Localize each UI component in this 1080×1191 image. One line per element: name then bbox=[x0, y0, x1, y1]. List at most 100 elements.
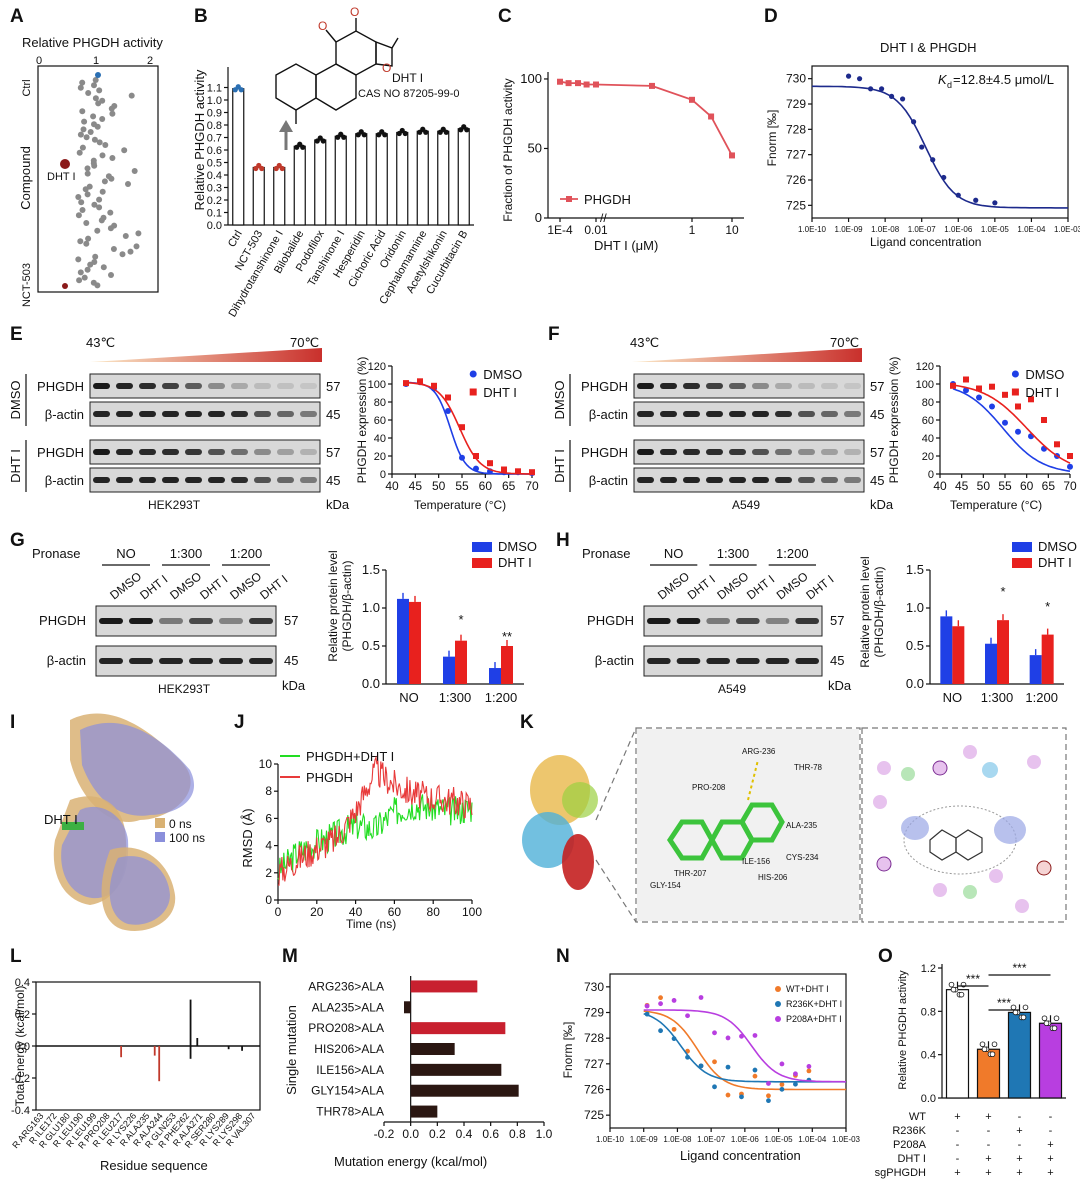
protein-band bbox=[231, 477, 248, 483]
protein-band bbox=[189, 658, 213, 664]
kda-unit: kDa bbox=[870, 497, 894, 512]
screen-point bbox=[83, 220, 90, 226]
y-tick-label: 0.9 bbox=[207, 108, 222, 120]
replicate-point bbox=[341, 134, 347, 140]
y-tick-label: 2 bbox=[265, 866, 272, 880]
y-tick-label: 0.0 bbox=[362, 676, 380, 691]
category-label: NO bbox=[943, 690, 963, 705]
screen-point bbox=[82, 186, 89, 193]
protein-band bbox=[277, 449, 294, 455]
replicate-point bbox=[361, 132, 367, 138]
y-tick-label: 726 bbox=[584, 1083, 604, 1097]
protein-band bbox=[660, 411, 677, 417]
protein-band bbox=[683, 411, 700, 417]
lane-label: DMSO bbox=[107, 569, 144, 602]
panel-f-thigh: 70℃ bbox=[830, 335, 859, 350]
data-point bbox=[671, 1026, 677, 1032]
y-tick-label: 0.0 bbox=[921, 1093, 936, 1105]
screen-point bbox=[99, 152, 106, 159]
panel-label: M bbox=[282, 946, 298, 967]
residue-label: HIS-206 bbox=[758, 873, 788, 882]
data-point bbox=[1054, 441, 1060, 448]
x-tick-label: 1.0E-09 bbox=[630, 1135, 659, 1144]
y-tick-label: 725 bbox=[786, 198, 806, 212]
protein-band bbox=[162, 449, 179, 455]
screen-point bbox=[131, 168, 138, 174]
x-tick-label: 100 bbox=[462, 905, 482, 919]
legend-marker bbox=[775, 986, 781, 992]
bar bbox=[397, 598, 409, 684]
data-point bbox=[806, 1063, 812, 1069]
protein-band bbox=[208, 477, 225, 483]
significance-label: * bbox=[1000, 584, 1005, 599]
condition-sign: + bbox=[1016, 1125, 1022, 1137]
protein-band bbox=[208, 383, 225, 389]
bar bbox=[252, 166, 265, 226]
screen-point bbox=[91, 82, 97, 89]
screen-point bbox=[79, 79, 86, 86]
y-tick-label: 120 bbox=[368, 361, 386, 373]
screen-point bbox=[77, 269, 84, 276]
panel-k-zoom-frame bbox=[635, 727, 861, 923]
protein-band bbox=[752, 411, 769, 417]
screen-point bbox=[85, 235, 92, 242]
legend-swatch bbox=[1012, 558, 1032, 568]
legend-label: PHGDH bbox=[584, 192, 631, 207]
screen-point bbox=[83, 240, 90, 247]
bar bbox=[489, 668, 501, 684]
data-point bbox=[976, 385, 982, 392]
oxygen-atom: O bbox=[318, 19, 327, 33]
legend-label: DHT I bbox=[498, 555, 532, 570]
panel-k: K ARG-236 PRO-208 THR-78 THR-207 ALA-235… bbox=[520, 712, 1067, 923]
kda-unit: kDa bbox=[326, 497, 350, 512]
protein-band bbox=[706, 618, 730, 624]
condition-row-label: R236K bbox=[892, 1125, 926, 1137]
data-point bbox=[725, 1064, 731, 1070]
screen-point bbox=[133, 243, 140, 250]
panel-a-dht-label: DHT I bbox=[47, 171, 76, 183]
y-tick-label: 80 bbox=[374, 397, 386, 409]
blot-row-label: β-actin bbox=[47, 653, 86, 668]
y-tick-label: 80 bbox=[922, 397, 934, 409]
condition-label: NO bbox=[664, 546, 684, 561]
protein-band bbox=[736, 618, 760, 624]
lane-label: DMSO bbox=[227, 569, 264, 602]
protein-band bbox=[660, 449, 677, 455]
x-tick-label: 1.0 bbox=[536, 1127, 553, 1141]
condition-row-label: WT bbox=[909, 1111, 926, 1123]
condition-sign: - bbox=[987, 1139, 991, 1151]
screen-point bbox=[91, 162, 98, 169]
category-label: Ctrl bbox=[226, 229, 245, 250]
screen-point bbox=[110, 246, 117, 252]
data-point bbox=[708, 113, 715, 120]
panel-n-xlabel: Ligand concentration bbox=[680, 1148, 801, 1163]
screen-point bbox=[75, 256, 82, 263]
condition-row-label: P208A bbox=[893, 1139, 927, 1151]
y-tick-label: 730 bbox=[584, 980, 604, 994]
data-point bbox=[658, 995, 663, 1001]
protein-band bbox=[277, 477, 294, 483]
panel-f-chart: 0 20 40 60 80 100 120 40 45 50 55 60 65 70 DMSO DHT I bbox=[916, 361, 1077, 493]
condition-label: 1:200 bbox=[230, 546, 263, 561]
data-point bbox=[593, 81, 599, 88]
protein-band bbox=[798, 477, 815, 483]
screen-point bbox=[83, 134, 90, 141]
category-label: ALA235>ALA bbox=[312, 1000, 384, 1014]
protein-band bbox=[208, 449, 225, 455]
kda-label: 57 bbox=[830, 613, 844, 628]
x-tick-label: 1.0E-09 bbox=[835, 225, 864, 234]
panel-g-ylabel: Relative protein level(PHGDH/β-actin) bbox=[326, 550, 354, 661]
x-tick-label: 1.0E-08 bbox=[871, 225, 900, 234]
data-point bbox=[729, 152, 735, 159]
screen-point bbox=[81, 274, 88, 281]
x-tick-label: 1.0E-04 bbox=[1017, 225, 1046, 234]
protein-band bbox=[844, 383, 861, 389]
protein-band bbox=[637, 411, 654, 417]
interaction-diagram-image bbox=[873, 745, 1052, 913]
kda-unit: kDa bbox=[282, 678, 306, 693]
residue-label: THR-207 bbox=[674, 869, 707, 878]
blot-row-label: PHGDH bbox=[39, 613, 86, 628]
screen-point bbox=[75, 194, 82, 200]
x-tick-label: 50 bbox=[977, 479, 991, 493]
data-point bbox=[973, 197, 979, 203]
